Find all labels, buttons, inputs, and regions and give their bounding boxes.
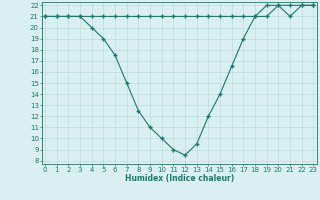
X-axis label: Humidex (Indice chaleur): Humidex (Indice chaleur) [124,174,234,183]
